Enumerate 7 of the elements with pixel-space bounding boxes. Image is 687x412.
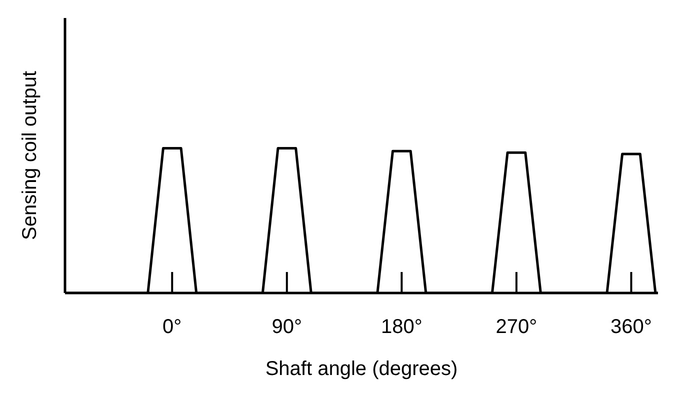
x-tick-label: 270° [496, 316, 538, 338]
x-tick-label: 360° [610, 316, 652, 338]
x-tick-label: 180° [380, 316, 422, 338]
x-axis-title: Shaft angle (degrees) [265, 358, 458, 380]
x-tick-label: 0° [162, 316, 182, 338]
y-axis-title: Sensing coil output [19, 70, 41, 240]
x-tick-label: 90° [272, 316, 302, 338]
